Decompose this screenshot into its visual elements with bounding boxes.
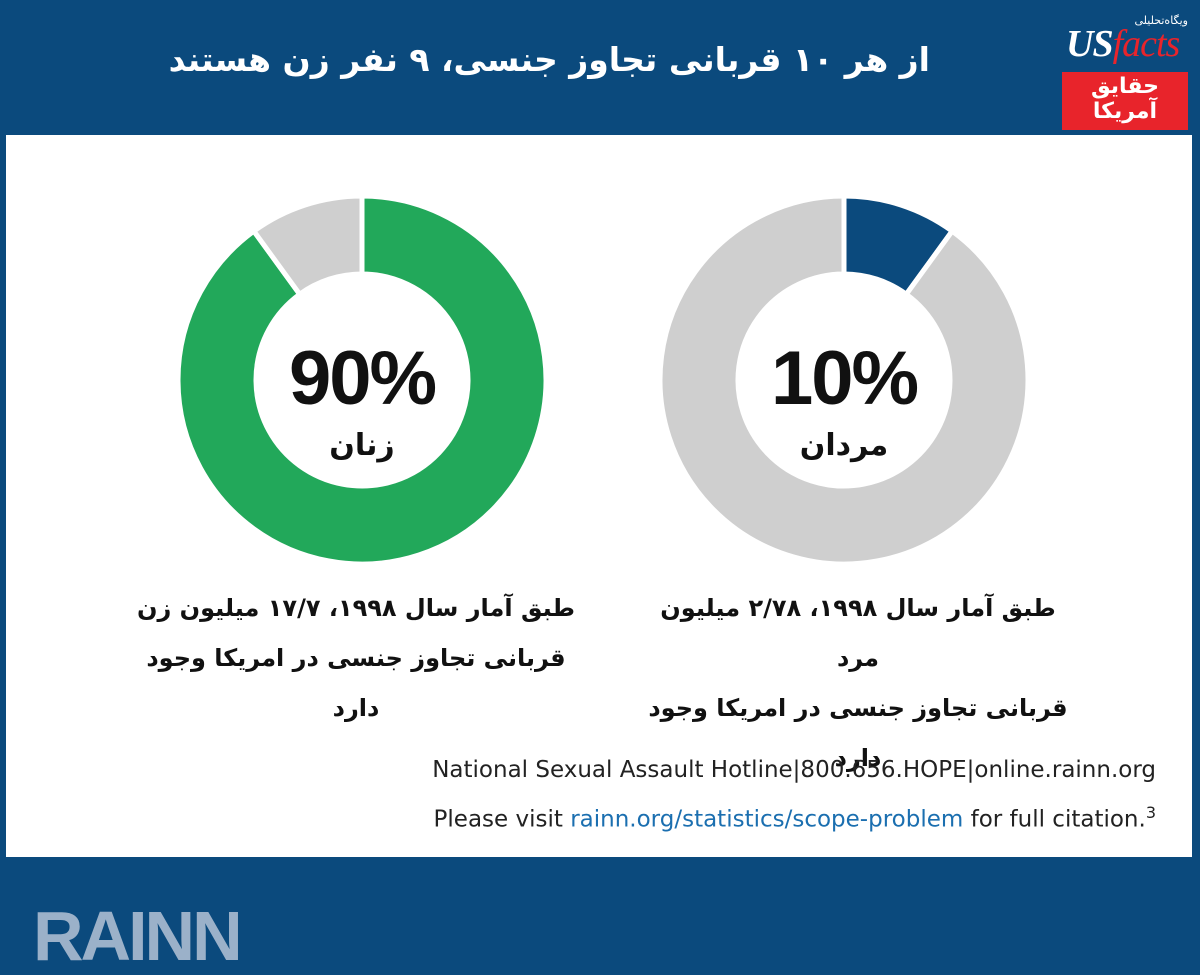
logo-persian-box: حقایق آمریکا bbox=[1062, 72, 1188, 130]
header: از هر ۱۰ قربانی تجاوز جنسی، ۹ نفر زن هست… bbox=[0, 0, 1200, 135]
women-donut-slice-1 bbox=[250, 193, 365, 298]
men-percent: 10% bbox=[770, 336, 919, 421]
men-label: مردان bbox=[799, 428, 889, 463]
women-percent: 90% bbox=[288, 336, 437, 421]
women-label: زنان bbox=[329, 428, 395, 463]
page-title: از هر ۱۰ قربانی تجاوز جنسی، ۹ نفر زن هست… bbox=[168, 40, 930, 79]
usfacts-logo: ویگاه‌تحلیلی USfacts حقایق آمریکا bbox=[1062, 10, 1192, 130]
men-caption: طبق آمار سال ۱۹۹۸، ۲/۷۸ میلیون مرد قربان… bbox=[648, 594, 1068, 772]
women-caption: طبق آمار سال ۱۹۹۸، ۱۷/۷ میلیون زن قربانی… bbox=[136, 594, 576, 722]
citation-text: Please visit rainn.org/statistics/scope-… bbox=[433, 803, 1156, 833]
rainn-logo: RAINN bbox=[33, 897, 243, 975]
donut-charts bbox=[175, 193, 1031, 567]
footnote-number: 3 bbox=[1145, 803, 1156, 822]
logo-wordmark: USfacts bbox=[1066, 23, 1180, 65]
men-donut-slice-1 bbox=[657, 193, 1031, 567]
hotline-text: National Sexual Assault Hotline|800.656.… bbox=[432, 757, 1156, 783]
logo-tagline: ویگاه‌تحلیلی bbox=[1134, 14, 1189, 27]
citation-link[interactable]: rainn.org/statistics/scope-problem bbox=[570, 806, 964, 833]
chart-panel: 90% زنان طبق آمار سال ۱۹۹۸، ۱۷/۷ میلیون … bbox=[6, 135, 1192, 971]
women-donut-slice-0 bbox=[175, 193, 549, 567]
